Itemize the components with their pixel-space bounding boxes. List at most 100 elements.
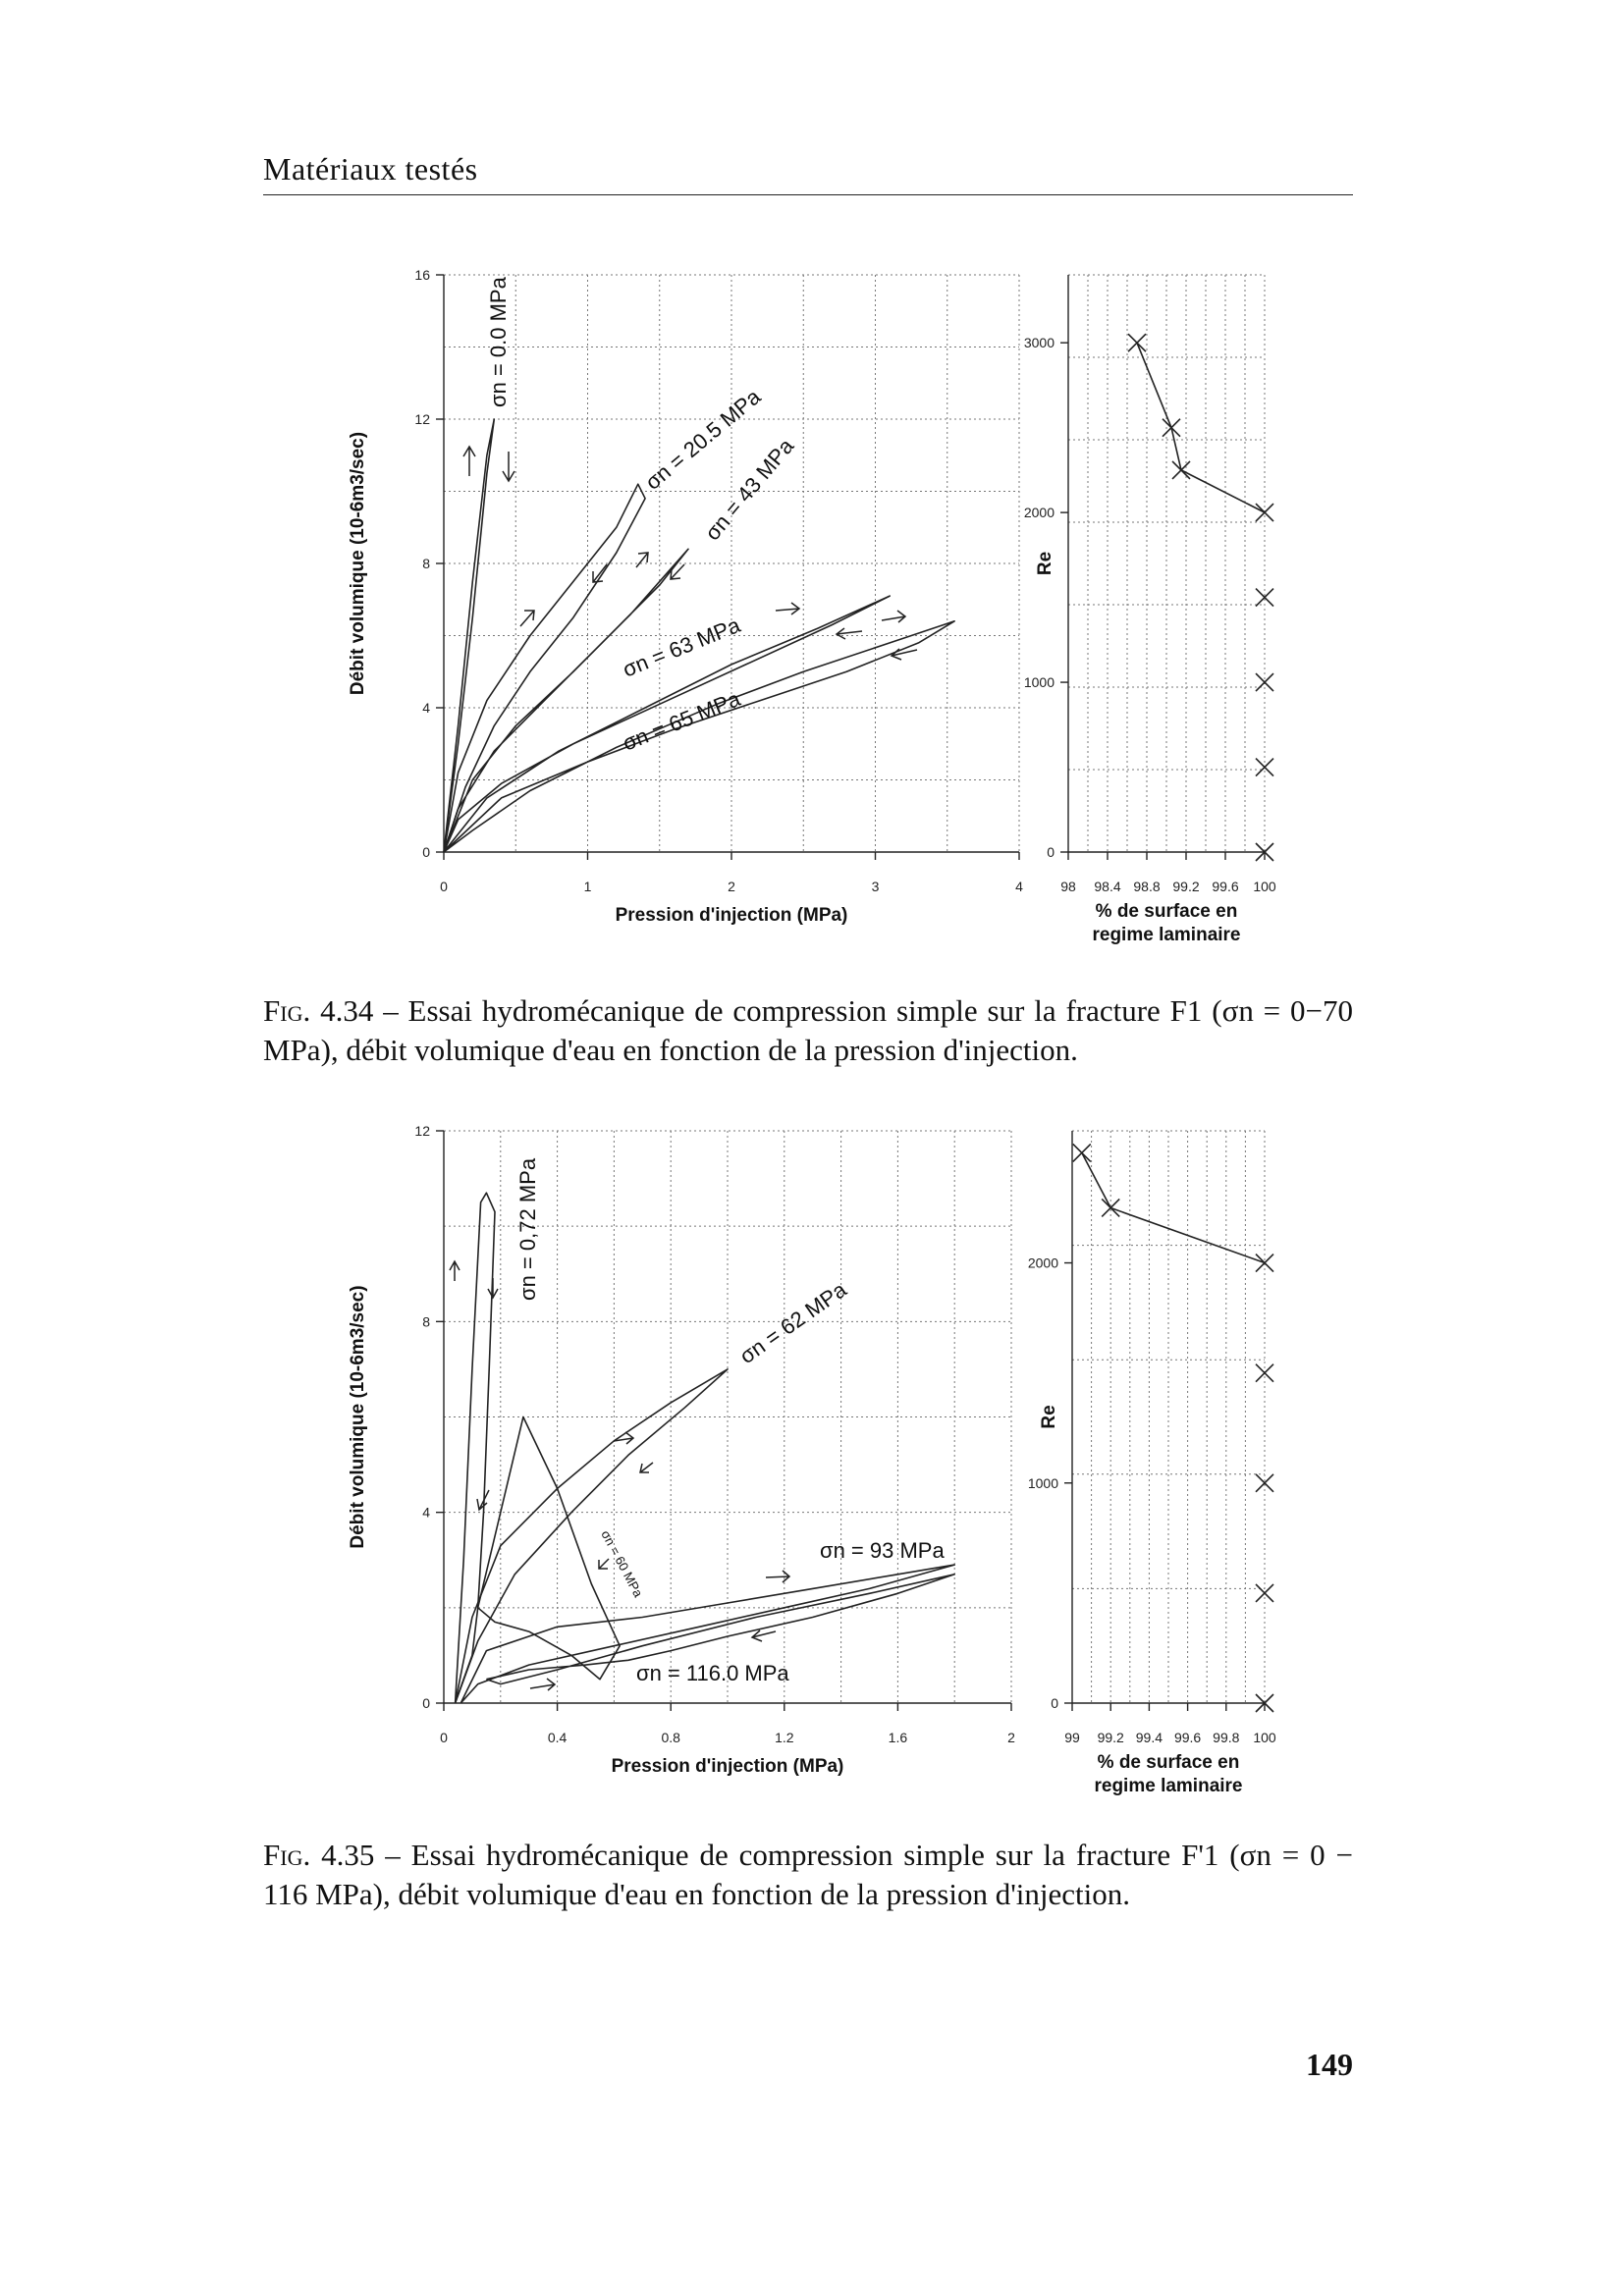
data-point [1255, 1693, 1274, 1713]
x-tick-label: 100 [1253, 879, 1276, 894]
x-tick-label: 2 [728, 879, 735, 894]
x-axis-label: % de surface en [1096, 901, 1238, 922]
x-tick-label: 99 [1064, 1730, 1080, 1745]
x-axis-label: regime laminaire [1092, 925, 1240, 945]
y-tick-label: 8 [422, 556, 430, 571]
label-sn-65: σn = 65 MPa [620, 686, 745, 756]
y-axis-label: Débit volumique (10-6m3/sec) [348, 1285, 368, 1548]
x-tick-label: 98 [1060, 879, 1076, 894]
x-tick-label: 99.6 [1212, 879, 1238, 894]
x-tick-label: 1 [584, 879, 592, 894]
x-tick-label: 98.4 [1094, 879, 1120, 894]
x-tick-label: 0 [440, 879, 448, 894]
caption-label: Fig. 4.35 [263, 1838, 375, 1872]
y-axis-label: Re [1039, 1405, 1059, 1428]
direction-arrows [449, 1259, 791, 1691]
series-line [460, 1564, 955, 1704]
x-tick-label: 99.4 [1136, 1730, 1163, 1745]
x-tick-label: 0.8 [661, 1730, 680, 1745]
x-axis-label: Pression d'injection (MPa) [612, 1756, 844, 1777]
data-point [1255, 1583, 1274, 1603]
x-tick-label: 0 [440, 1730, 448, 1745]
running-header: Matériaux testés [263, 149, 1353, 195]
y-tick-label: 16 [414, 267, 430, 283]
y-tick-label: 0 [422, 1695, 430, 1711]
figure-caption-4-35: Fig. 4.35 – Essai hydromécanique de comp… [263, 1836, 1353, 1914]
y-tick-label: 0 [1047, 844, 1055, 860]
x-axis-label: regime laminaire [1094, 1776, 1242, 1796]
x-tick-label: 3 [872, 879, 880, 894]
series-line [443, 418, 496, 853]
page-number: 149 [1306, 2047, 1353, 2082]
data-point [1255, 1473, 1274, 1493]
series-line [454, 1192, 496, 1704]
x-tick-label: 99.2 [1098, 1730, 1124, 1745]
data-point [1255, 1363, 1274, 1383]
y-tick-label: 1000 [1028, 1475, 1058, 1491]
caption-text: – Essai hydromécanique de compression si… [263, 993, 1353, 1067]
y-tick-label: 1000 [1024, 674, 1055, 690]
x-tick-label: 4 [1015, 879, 1023, 894]
x-axis-label: % de surface en [1098, 1752, 1240, 1773]
series-line [476, 1415, 621, 1681]
data-point [1255, 672, 1274, 692]
series-line [443, 595, 891, 853]
x-tick-label: 1.2 [775, 1730, 794, 1745]
chart-fig435-left: 0 0.4 0.8 1.2 1.6 2 0 4 8 12 Pression d'injection … [348, 1123, 1015, 1777]
caption-text: – Essai hydromécanique de compression si… [263, 1838, 1353, 1911]
y-tick-label: 0 [1051, 1695, 1058, 1711]
label-sn-116: σn = 116.0 MPa [636, 1661, 789, 1685]
label-sn-62: σn = 62 MPa [735, 1277, 852, 1369]
x-tick-label: 1.6 [889, 1730, 908, 1745]
x-axis-label: Pression d'injection (MPa) [616, 905, 848, 926]
data-point [1255, 1253, 1274, 1273]
x-tick-label: 98.8 [1133, 879, 1160, 894]
label-sn-63: σn = 63 MPa [620, 613, 745, 682]
data-point [1171, 460, 1191, 480]
x-tick-label: 99.6 [1174, 1730, 1201, 1745]
label-sn-0: σn = 0.0 MPa [486, 276, 511, 407]
series-line [1136, 342, 1266, 513]
label-sn-93: σn = 93 MPa [820, 1538, 945, 1563]
label-sn-072: σn = 0,72 MPa [515, 1157, 540, 1301]
data-point [1255, 757, 1274, 777]
y-tick-label: 4 [422, 700, 430, 716]
series-line [1081, 1152, 1266, 1264]
series-line [443, 483, 646, 853]
y-tick-label: 8 [422, 1313, 430, 1329]
y-tick-label: 3000 [1024, 335, 1055, 350]
series-line [443, 620, 955, 853]
y-tick-label: 12 [414, 411, 430, 427]
direction-arrows [462, 445, 918, 661]
y-axis-label: Débit volumique (10-6m3/sec) [348, 432, 368, 695]
y-tick-label: 12 [414, 1123, 430, 1139]
figure-4-35: 0 0.4 0.8 1.2 1.6 2 0 4 8 12 Pression d'injection … [348, 1123, 1276, 1796]
data-point [1255, 842, 1274, 862]
y-tick-label: 0 [422, 844, 430, 860]
data-point [1255, 588, 1274, 608]
x-tick-label: 0.4 [548, 1730, 568, 1745]
y-tick-label: 4 [422, 1505, 430, 1521]
data-point [1127, 333, 1147, 352]
x-tick-label: 99.8 [1213, 1730, 1239, 1745]
series-line [443, 548, 689, 853]
data-point [1162, 418, 1181, 438]
caption-label: Fig. 4.34 [263, 993, 374, 1028]
series-line [454, 1368, 729, 1704]
label-sn-60: σn = 60 MPa [598, 1527, 646, 1600]
x-tick-label: 99.2 [1172, 879, 1199, 894]
data-point [1101, 1198, 1120, 1218]
curve-annotations: σn = 0.0 MPa σn = 20.5 MPa σn = 43 MPa σ… [486, 276, 799, 755]
figure-caption-4-34: Fig. 4.34 – Essai hydromécanique de comp… [263, 991, 1353, 1070]
data-point [1255, 503, 1274, 522]
data-point [1072, 1143, 1092, 1162]
x-tick-label: 2 [1007, 1730, 1015, 1745]
curve-annotations: σn = 0,72 MPa σn = 62 MPa σn = 60 MPa σn… [515, 1157, 945, 1685]
header-title: Matériaux testés [263, 151, 478, 187]
label-sn-43: σn = 43 MPa [700, 433, 799, 545]
y-axis-label: Re [1035, 552, 1055, 575]
